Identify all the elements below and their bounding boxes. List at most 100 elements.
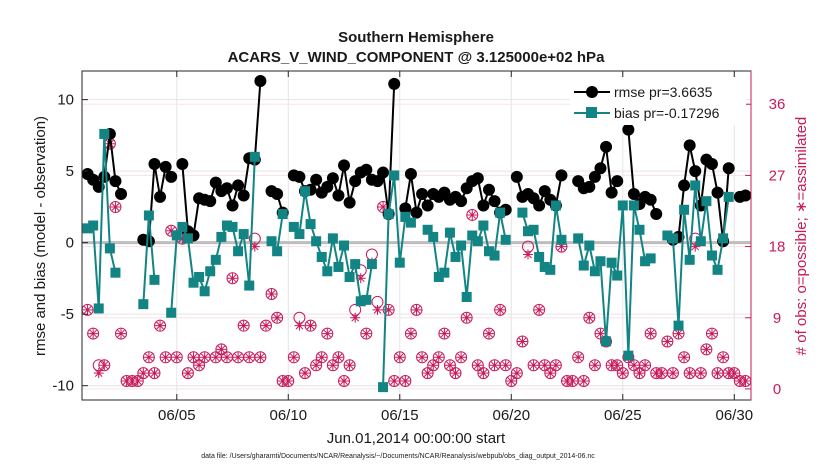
bias-marker [244, 280, 255, 291]
bias-marker [578, 260, 589, 271]
bias-marker [288, 221, 299, 232]
rmse-marker [159, 160, 172, 173]
y-right-tick-label: 18 [769, 239, 786, 256]
possible-obs-marker [304, 319, 317, 332]
rmse-marker [399, 202, 412, 215]
possible-obs-marker [421, 367, 434, 380]
rmse-marker [404, 167, 417, 180]
rmse-marker [644, 193, 657, 206]
possible-obs-marker [694, 367, 707, 380]
y-right-tick-label: 36 [769, 96, 786, 113]
rmse-marker [739, 189, 752, 202]
assimilated-obs-marker [433, 352, 444, 363]
bias-marker [294, 229, 305, 240]
bias-marker [277, 209, 288, 220]
legend-label-rmse: rmse pr=3.6635 [614, 84, 713, 100]
assimilated-obs-marker [701, 344, 712, 355]
y-tick-label: -10 [52, 378, 74, 395]
possible-obs-marker [410, 303, 423, 316]
rmse-marker [343, 196, 356, 209]
rmse-marker [555, 169, 568, 182]
bias-marker [428, 231, 439, 242]
assimilated-obs-marker [483, 328, 494, 339]
assimilated-obs-marker [210, 352, 221, 363]
rmse-marker [154, 190, 167, 203]
bias-marker [623, 350, 634, 361]
possible-obs-marker [639, 359, 652, 372]
bias-marker [339, 240, 350, 251]
bias-marker [227, 221, 238, 232]
possible-obs-marker [460, 311, 473, 324]
bias-marker [690, 180, 701, 191]
bias-marker [316, 251, 327, 262]
bias-marker [712, 264, 723, 275]
series-lines [81, 75, 752, 393]
bias-marker [456, 240, 467, 251]
assimilated-obs-marker [300, 368, 310, 379]
bias-marker [266, 236, 277, 247]
bias-marker [88, 220, 99, 231]
x-tick-label: 06/15 [381, 407, 419, 424]
bias-marker [305, 219, 316, 230]
x-tick-label: 06/30 [716, 407, 754, 424]
possible-obs-marker [644, 327, 657, 340]
assimilated-obs-marker [718, 352, 729, 363]
possible-obs-marker [416, 351, 429, 364]
assimilated-obs-marker [143, 352, 154, 363]
assimilated-obs-marker [523, 249, 533, 260]
assimilated-obs-marker [695, 368, 706, 379]
rmse-marker [678, 179, 691, 192]
rmse-marker [611, 175, 624, 188]
rmse-marker [705, 157, 718, 170]
bias-marker [528, 224, 539, 235]
legend-box [570, 77, 746, 125]
possible-obs-marker [404, 327, 417, 340]
bias-marker [199, 286, 210, 297]
x-tick-label: 06/25 [604, 407, 642, 424]
bias-marker [472, 236, 483, 247]
possible-obs-marker [700, 343, 713, 356]
bias-marker [539, 261, 550, 272]
bias-marker [662, 230, 673, 241]
assimilated-obs-marker [121, 376, 132, 387]
assimilated-obs-marker [612, 360, 623, 371]
possible-obs-marker [471, 359, 484, 372]
assimilated-obs-marker [82, 304, 93, 315]
possible-obs-marker [259, 319, 272, 332]
bias-marker [272, 246, 283, 257]
bias-marker [138, 299, 149, 310]
axis-ticks: 06/05 06/10 06/15 06/20 06/25 06/30 -10 -5 0 5 10 0… [52, 71, 785, 424]
rmse-marker [232, 179, 245, 192]
possible-obs-marker [577, 375, 590, 388]
bias-marker [378, 382, 389, 393]
possible-obs-marker [382, 303, 395, 316]
bias-line [170, 156, 256, 313]
rmse-marker [477, 199, 490, 212]
assimilated-obs-marker [400, 376, 411, 387]
possible-obs-marker [717, 351, 730, 364]
assimilated-obs-marker [411, 304, 422, 315]
assimilated-obs-marker [110, 202, 121, 213]
rmse-marker [416, 188, 429, 201]
possible-obs-marker [633, 367, 646, 380]
bias-marker [300, 186, 310, 197]
possible-obs-marker [321, 327, 334, 340]
bias-marker [327, 233, 338, 244]
assimilated-obs-marker [584, 312, 595, 323]
bias-marker [221, 220, 232, 231]
y-right-tick-label: 9 [773, 310, 781, 327]
rmse-marker [410, 206, 423, 219]
bias-marker [143, 210, 154, 221]
rmse-marker [622, 123, 635, 136]
assimilated-obs-marker [740, 376, 751, 387]
assimilated-obs-marker [221, 352, 232, 363]
rmse-marker [594, 162, 607, 175]
bias-marker [679, 204, 690, 215]
bias-line [666, 185, 730, 326]
bias-marker [483, 246, 494, 257]
y-right-tick-label: 0 [773, 381, 781, 398]
legend-marker-rmse [586, 86, 598, 98]
assimilated-obs-marker [500, 360, 511, 371]
bias-marker [216, 231, 227, 242]
